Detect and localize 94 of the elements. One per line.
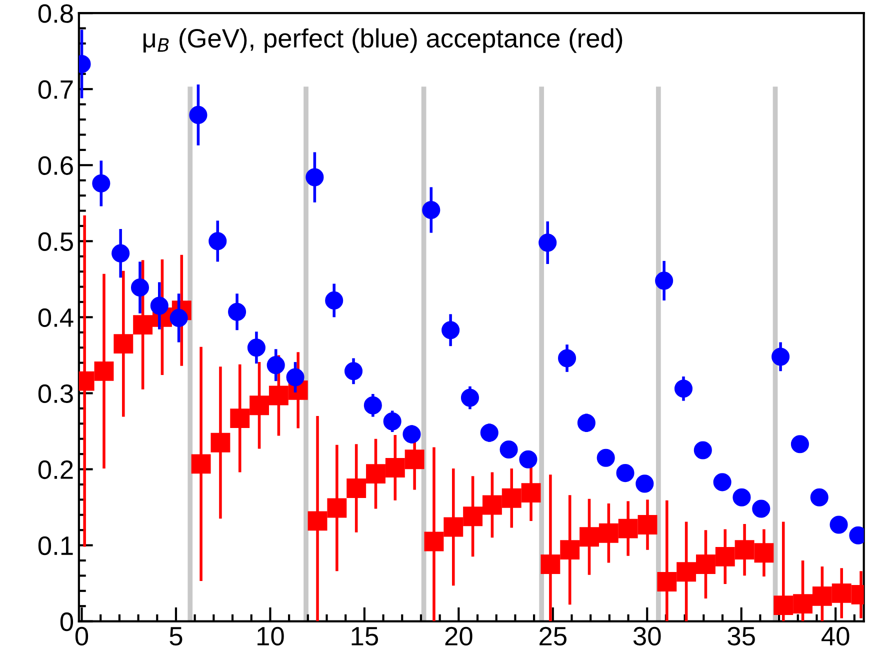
point [170,308,188,327]
point [463,506,483,526]
point [150,296,168,315]
point [266,356,285,374]
x-tick-label: 15 [352,627,378,646]
point [286,368,304,386]
point [674,380,693,398]
point [460,388,479,407]
y-tick-label: 0.5 [38,232,73,251]
text: μ$_{B}$ (GeV), perfect (blue) acceptance (red) [144,28,622,53]
x-tick-label: 20 [445,626,472,646]
point [657,572,677,592]
point [444,517,464,537]
y-tick-label: 0.2 [38,460,73,480]
x-tick-label: 25 [540,626,566,646]
point [210,432,230,452]
point [189,106,208,124]
x-tick-label: 30 [633,626,661,646]
point [713,473,732,492]
point [774,596,794,616]
point [482,495,502,515]
point [402,425,421,444]
point [812,586,832,606]
y-tick-label: 0 [60,612,74,632]
y-tick-label: 0.7 [38,80,73,99]
point [344,362,363,380]
y-tick-label: 0.3 [38,384,73,404]
point [752,500,770,518]
point [500,440,518,459]
point [577,414,596,432]
point [655,272,674,290]
point [250,396,270,416]
point [521,483,541,503]
point [772,348,790,366]
point [558,349,576,368]
point [112,244,130,262]
point [694,441,712,460]
point [560,540,580,560]
point [130,278,150,297]
point [540,554,560,574]
point [810,488,828,506]
point [114,334,134,354]
point [308,511,328,531]
point [228,302,246,321]
point [832,583,852,603]
point [598,523,618,543]
point [793,594,813,614]
point [364,396,382,414]
point [327,498,347,518]
point [754,543,774,563]
point [325,291,344,310]
y-tick-label: 0.6 [38,156,73,175]
point [442,321,460,340]
x-tick-label: 10 [258,626,284,646]
point [422,200,440,220]
point [538,234,557,252]
point [191,454,211,474]
point [596,448,615,467]
y-tick-label: 0.1 [38,536,73,556]
point [346,478,366,498]
point [636,474,654,493]
point [715,546,735,566]
point [306,168,324,186]
x-tick-label: 40 [822,626,850,646]
y-tick-label: 0.4 [38,308,74,328]
point [734,540,754,560]
point [268,386,288,406]
point [480,424,498,442]
point [580,527,599,547]
point [616,464,634,482]
point [519,450,538,468]
point [696,554,716,574]
point [830,516,848,534]
y-tick-label: 0.8 [38,4,73,23]
point [366,464,386,484]
point [208,232,227,250]
point [230,408,250,428]
point [383,412,402,430]
point [618,518,638,538]
x-tick-label: 5 [170,627,182,646]
point [732,488,751,506]
point [247,338,266,357]
point [404,450,424,470]
point [92,174,110,192]
point [385,458,405,478]
point [424,532,444,552]
x-tick-label: 0 [75,626,88,646]
point [94,361,114,381]
point [133,315,153,335]
point [790,435,809,454]
point [638,515,658,534]
point [676,562,696,582]
x-tick-label: 35 [728,626,755,646]
point [502,488,522,508]
